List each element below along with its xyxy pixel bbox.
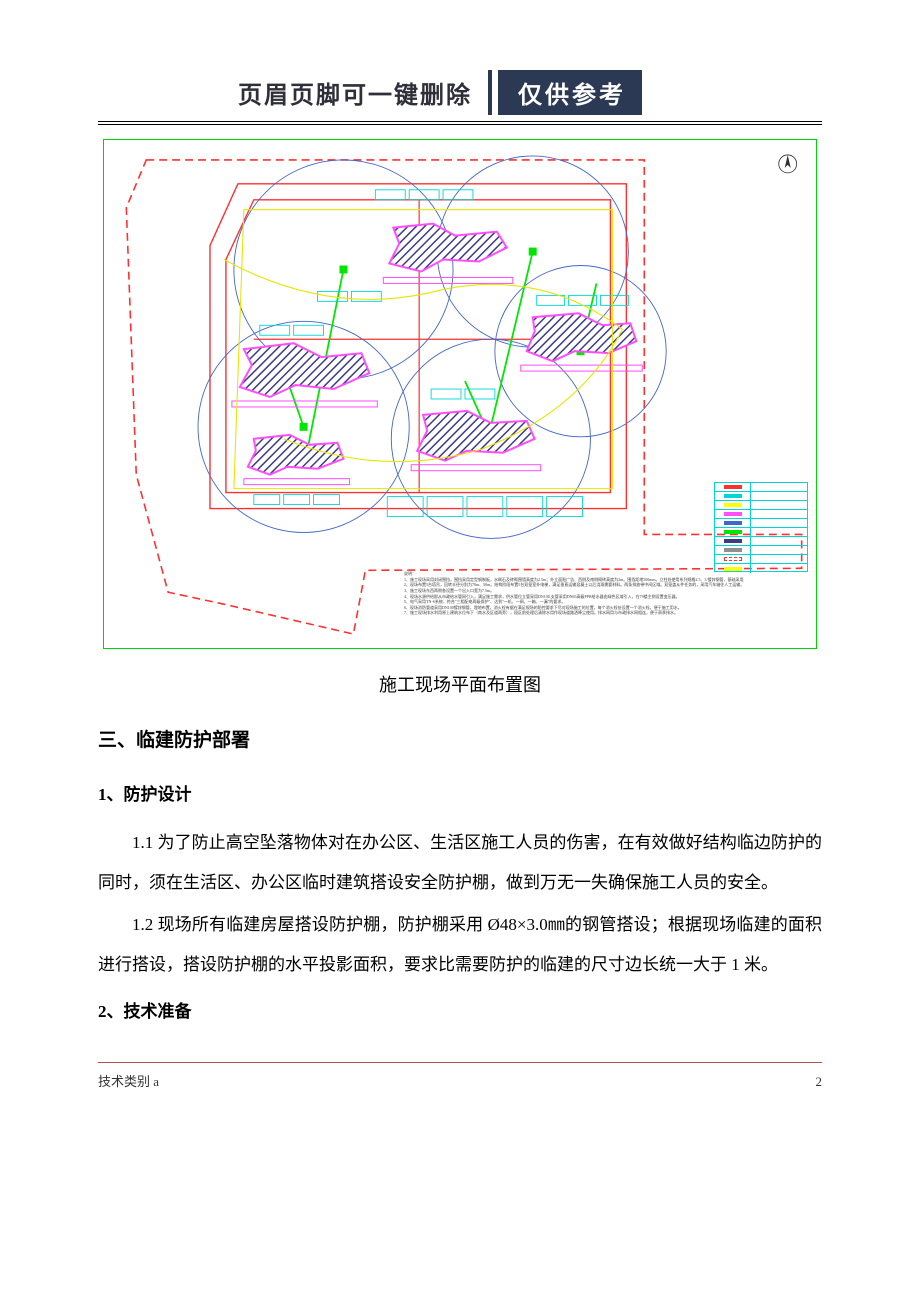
- page-header: 页眉页脚可一键删除 仅供参考: [98, 70, 822, 115]
- section-heading: 三、临建防护部署: [98, 725, 822, 752]
- north-arrow: [779, 155, 797, 173]
- site-boundary: [126, 160, 801, 634]
- paragraph-1-1: 1.1 为了防止高空坠落物体对在办公区、生活区施工人员的伤害，在有效做好结构临边…: [98, 823, 822, 903]
- diagram-legend: [714, 482, 808, 572]
- building-5: [248, 435, 344, 475]
- site-plan-diagram: 说明： 1、施工现场采用封闭围挡，围挡采用定型钢制板，水刷石及砖砌围墙高度为2.…: [103, 139, 817, 649]
- paragraph-1-2: 1.2 现场所有临建房屋搭设防护棚，防护棚采用 Ø48×3.0㎜的钢管搭设；根据…: [98, 905, 822, 985]
- header-badge: 仅供参考: [498, 70, 642, 115]
- building-4: [417, 411, 535, 461]
- diagram-notes: 说明： 1、施工现场采用封闭围挡，围挡采用定型钢制板，水刷石及砖砌围墙高度为2.…: [404, 571, 744, 616]
- footer-page-number: 2: [816, 1074, 823, 1090]
- subsection-2-heading: 2、技术准备: [98, 997, 822, 1022]
- building-2: [240, 343, 369, 397]
- building-1: [389, 224, 507, 272]
- header-note: 页眉页脚可一键删除: [238, 75, 472, 110]
- diagram-caption: 施工现场平面布置图: [98, 671, 822, 697]
- page-footer: 技术类别 a 2: [98, 1062, 822, 1090]
- note-7: 7、施工现场排水利用原上建筑水位布下（南水及区道两旁），段区前处理后清除水用作现…: [404, 610, 744, 616]
- subsection-1-heading: 1、防护设计: [98, 780, 822, 805]
- header-rule: [98, 121, 822, 125]
- footer-category: 技术类别 a: [98, 1071, 159, 1090]
